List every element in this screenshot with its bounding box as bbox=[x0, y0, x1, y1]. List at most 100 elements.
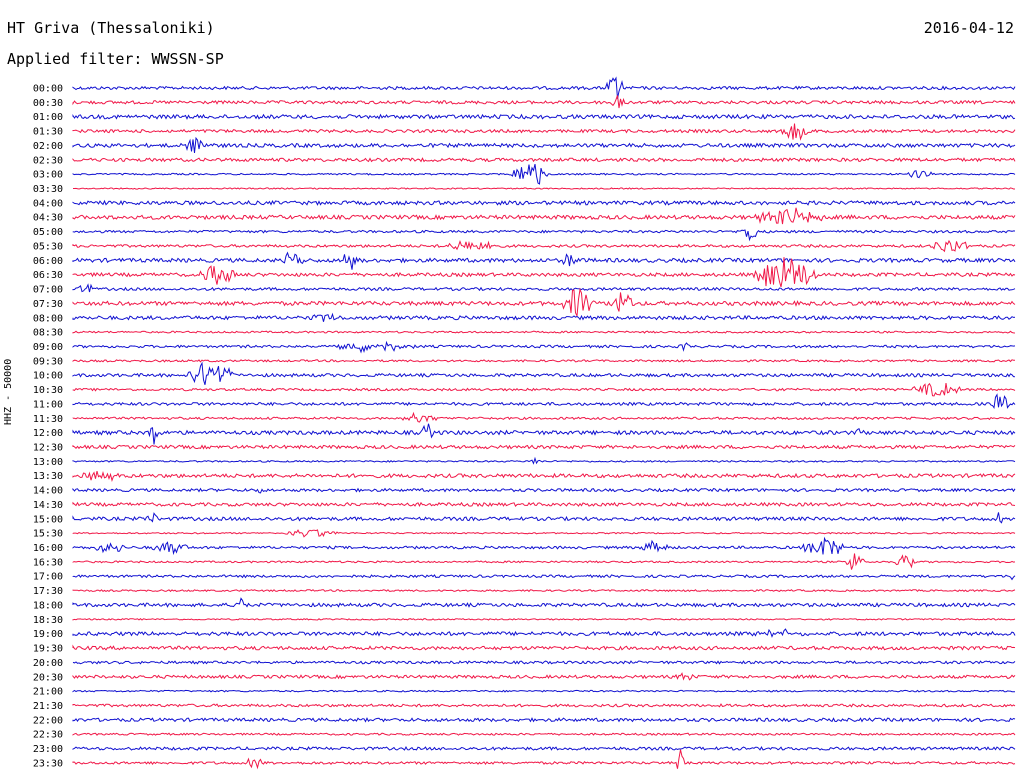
time-label: 12:30 bbox=[33, 443, 63, 454]
seismic-trace bbox=[72, 340, 1016, 354]
seismic-trace bbox=[72, 672, 1016, 681]
seismic-trace bbox=[72, 487, 1016, 494]
time-label: 02:00 bbox=[33, 141, 63, 152]
time-label: 06:00 bbox=[33, 256, 63, 267]
time-label: 01:00 bbox=[33, 112, 63, 123]
time-label: 18:00 bbox=[33, 600, 63, 611]
seismic-trace bbox=[72, 749, 1016, 770]
seismic-trace bbox=[72, 689, 1016, 693]
time-label: 00:30 bbox=[33, 98, 63, 109]
seismic-trace bbox=[72, 423, 1016, 445]
seismic-trace bbox=[72, 501, 1016, 508]
seismic-trace bbox=[72, 628, 1016, 638]
time-label: 15:00 bbox=[33, 514, 63, 525]
seismic-trace bbox=[72, 456, 1016, 465]
time-label: 17:30 bbox=[33, 586, 63, 597]
time-label: 19:30 bbox=[33, 644, 63, 655]
seismic-trace bbox=[72, 660, 1016, 665]
seismic-trace bbox=[72, 382, 1016, 397]
seismic-trace bbox=[72, 644, 1016, 651]
time-label: 12:00 bbox=[33, 428, 63, 439]
time-label: 13:00 bbox=[33, 457, 63, 468]
time-label: 14:30 bbox=[33, 500, 63, 511]
time-label: 23:00 bbox=[33, 744, 63, 755]
seismic-trace bbox=[72, 597, 1016, 608]
time-label: 17:00 bbox=[33, 572, 63, 583]
time-label: 21:00 bbox=[33, 687, 63, 698]
seismic-trace bbox=[72, 703, 1016, 708]
seismic-trace bbox=[72, 312, 1016, 322]
seismic-trace bbox=[72, 717, 1016, 723]
time-label: 11:30 bbox=[33, 414, 63, 425]
seismic-trace bbox=[72, 251, 1016, 270]
seismic-trace bbox=[72, 574, 1016, 581]
time-label: 20:30 bbox=[33, 672, 63, 683]
seismic-trace bbox=[72, 157, 1016, 163]
seismic-trace bbox=[72, 444, 1016, 450]
seismic-trace bbox=[72, 136, 1016, 153]
seismic-trace bbox=[72, 287, 1016, 318]
seismic-trace bbox=[72, 359, 1015, 363]
seismic-trace bbox=[72, 163, 1016, 185]
time-label: 16:30 bbox=[33, 557, 63, 568]
seismic-trace bbox=[72, 123, 1016, 141]
time-label: 07:30 bbox=[33, 299, 63, 310]
seismic-trace bbox=[72, 512, 1016, 524]
seismic-trace bbox=[72, 283, 1016, 293]
time-label: 05:00 bbox=[33, 227, 63, 238]
seismic-trace bbox=[72, 746, 1016, 751]
time-label: 19:00 bbox=[33, 629, 63, 640]
seismic-trace bbox=[72, 229, 1016, 242]
time-label: 23:30 bbox=[33, 758, 63, 769]
time-label: 03:30 bbox=[33, 184, 63, 195]
time-label: 04:30 bbox=[33, 213, 63, 224]
time-label: 13:30 bbox=[33, 471, 63, 482]
station-title: HT Griva (Thessaloniki) bbox=[7, 19, 215, 37]
seismic-trace bbox=[72, 199, 1016, 206]
seismic-trace bbox=[72, 470, 1016, 482]
time-label: 02:30 bbox=[33, 155, 63, 166]
time-label: 10:30 bbox=[33, 385, 63, 396]
time-label: 08:00 bbox=[33, 313, 63, 324]
seismic-trace bbox=[72, 553, 1016, 570]
time-label: 06:30 bbox=[33, 270, 63, 281]
seismic-trace bbox=[72, 207, 1016, 225]
time-label: 07:00 bbox=[33, 285, 63, 296]
seismic-trace bbox=[72, 76, 1016, 99]
seismic-trace bbox=[73, 187, 1015, 190]
time-label: 09:00 bbox=[33, 342, 63, 353]
time-label: 18:30 bbox=[33, 615, 63, 626]
seismic-trace bbox=[72, 732, 1016, 736]
time-label: 09:30 bbox=[33, 356, 63, 367]
time-label: 15:30 bbox=[33, 529, 63, 540]
time-label: 20:00 bbox=[33, 658, 63, 669]
time-label: 05:30 bbox=[33, 241, 63, 252]
seismic-trace bbox=[72, 257, 1016, 288]
time-label: 01:30 bbox=[33, 127, 63, 138]
seismic-trace bbox=[72, 618, 1016, 621]
seismic-trace bbox=[72, 239, 1016, 253]
time-label: 21:30 bbox=[33, 701, 63, 712]
filter-label: Applied filter: WWSSN-SP bbox=[7, 50, 224, 68]
time-label: 10:00 bbox=[33, 371, 63, 382]
time-label: 11:00 bbox=[33, 399, 63, 410]
time-label: 16:00 bbox=[33, 543, 63, 554]
time-label: 22:00 bbox=[33, 715, 63, 726]
time-label: 00:00 bbox=[33, 84, 63, 95]
time-label: 08:30 bbox=[33, 328, 63, 339]
seismic-trace bbox=[72, 529, 1016, 538]
seismic-trace bbox=[72, 113, 1016, 120]
date-label: 2016-04-12 bbox=[923, 19, 1014, 37]
time-label: 14:00 bbox=[33, 486, 63, 497]
seismic-trace bbox=[72, 411, 1016, 423]
seismic-trace bbox=[72, 393, 1016, 410]
seismic-trace bbox=[72, 361, 1016, 385]
time-label: 04:00 bbox=[33, 198, 63, 209]
seismic-trace bbox=[72, 95, 1016, 109]
seismic-trace bbox=[72, 536, 1016, 556]
seismic-trace bbox=[72, 330, 1016, 334]
time-label: 03:00 bbox=[33, 170, 63, 181]
time-label: 22:30 bbox=[33, 730, 63, 741]
seismic-trace bbox=[72, 589, 1016, 593]
